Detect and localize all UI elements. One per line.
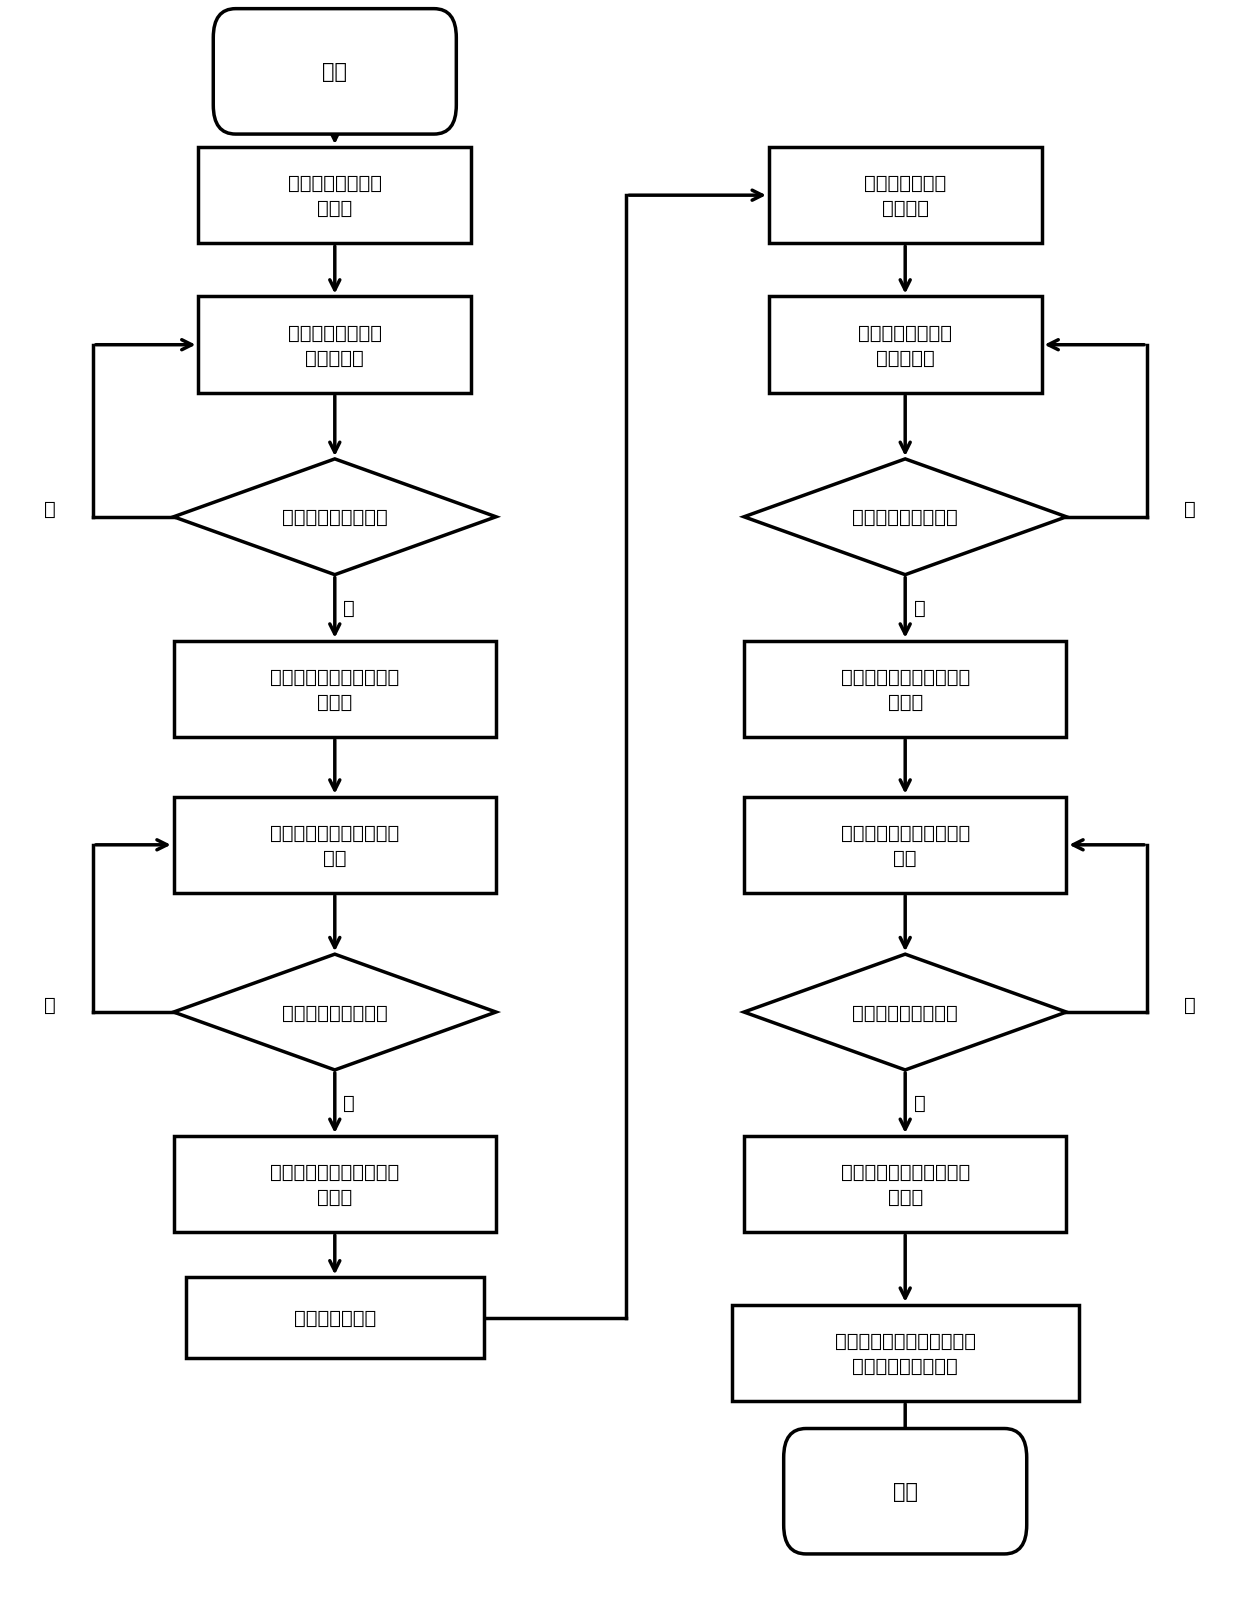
Text: 检测霍尔开关信号
线电平跳变: 检测霍尔开关信号 线电平跳变 <box>288 323 382 368</box>
Text: 是否检测到电平跳变: 是否检测到电平跳变 <box>281 508 388 527</box>
FancyBboxPatch shape <box>174 641 496 738</box>
FancyBboxPatch shape <box>769 297 1042 394</box>
Text: 检测霍尔开关信号
线电平跳变: 检测霍尔开关信号 线电平跳变 <box>858 323 952 368</box>
Text: 是否检测到电平跳变: 是否检测到电平跳变 <box>281 1003 388 1022</box>
Text: 是否检测到电平跳变: 是否检测到电平跳变 <box>852 508 959 527</box>
FancyBboxPatch shape <box>744 641 1066 738</box>
Polygon shape <box>174 955 496 1070</box>
FancyBboxPatch shape <box>213 10 456 135</box>
Text: 是: 是 <box>914 1094 925 1112</box>
Text: 检测霍尔开关信号线电平
跳变: 检测霍尔开关信号线电平 跳变 <box>270 823 399 868</box>
Text: 检测霍尔开关信号线电平
跳变: 检测霍尔开关信号线电平 跳变 <box>841 823 970 868</box>
Text: 否: 否 <box>1184 500 1195 519</box>
FancyBboxPatch shape <box>784 1429 1027 1554</box>
FancyBboxPatch shape <box>198 148 471 244</box>
Text: 是: 是 <box>914 599 925 617</box>
Text: 否: 否 <box>45 995 56 1014</box>
FancyBboxPatch shape <box>744 1136 1066 1233</box>
Text: 将当前电平跳变点记为第
一位置: 将当前电平跳变点记为第 一位置 <box>270 667 399 712</box>
Polygon shape <box>744 955 1066 1070</box>
FancyBboxPatch shape <box>198 297 471 394</box>
Text: 霍尔开关沿第二
方向转动: 霍尔开关沿第二 方向转动 <box>864 174 946 219</box>
Text: 是: 是 <box>343 599 355 617</box>
FancyBboxPatch shape <box>186 1278 484 1358</box>
Text: 是否检测到电平跳变: 是否检测到电平跳变 <box>852 1003 959 1022</box>
FancyBboxPatch shape <box>174 1136 496 1233</box>
FancyBboxPatch shape <box>769 148 1042 244</box>
FancyBboxPatch shape <box>744 797 1066 893</box>
FancyBboxPatch shape <box>732 1305 1079 1401</box>
Text: 是: 是 <box>343 1094 355 1112</box>
Text: 结束: 结束 <box>893 1482 918 1501</box>
Text: 计算初始基准位置为第一位
置和第三位置的中心: 计算初始基准位置为第一位 置和第三位置的中心 <box>835 1331 976 1376</box>
Text: 将当前电平跳变点记为第
三位置: 将当前电平跳变点记为第 三位置 <box>841 667 970 712</box>
Text: 将当前电平跳变点记为第
二位置: 将当前电平跳变点记为第 二位置 <box>270 1162 399 1207</box>
Text: 否: 否 <box>45 500 56 519</box>
Polygon shape <box>744 460 1066 575</box>
Text: 将当前电平跳变点记为第
四位置: 将当前电平跳变点记为第 四位置 <box>841 1162 970 1207</box>
Text: 转动至预设位置: 转动至预设位置 <box>294 1308 376 1327</box>
Text: 霍尔开关沿第一方
向转动: 霍尔开关沿第一方 向转动 <box>288 174 382 219</box>
Polygon shape <box>174 460 496 575</box>
Text: 否: 否 <box>1184 995 1195 1014</box>
Text: 开始: 开始 <box>322 63 347 82</box>
FancyBboxPatch shape <box>174 797 496 893</box>
